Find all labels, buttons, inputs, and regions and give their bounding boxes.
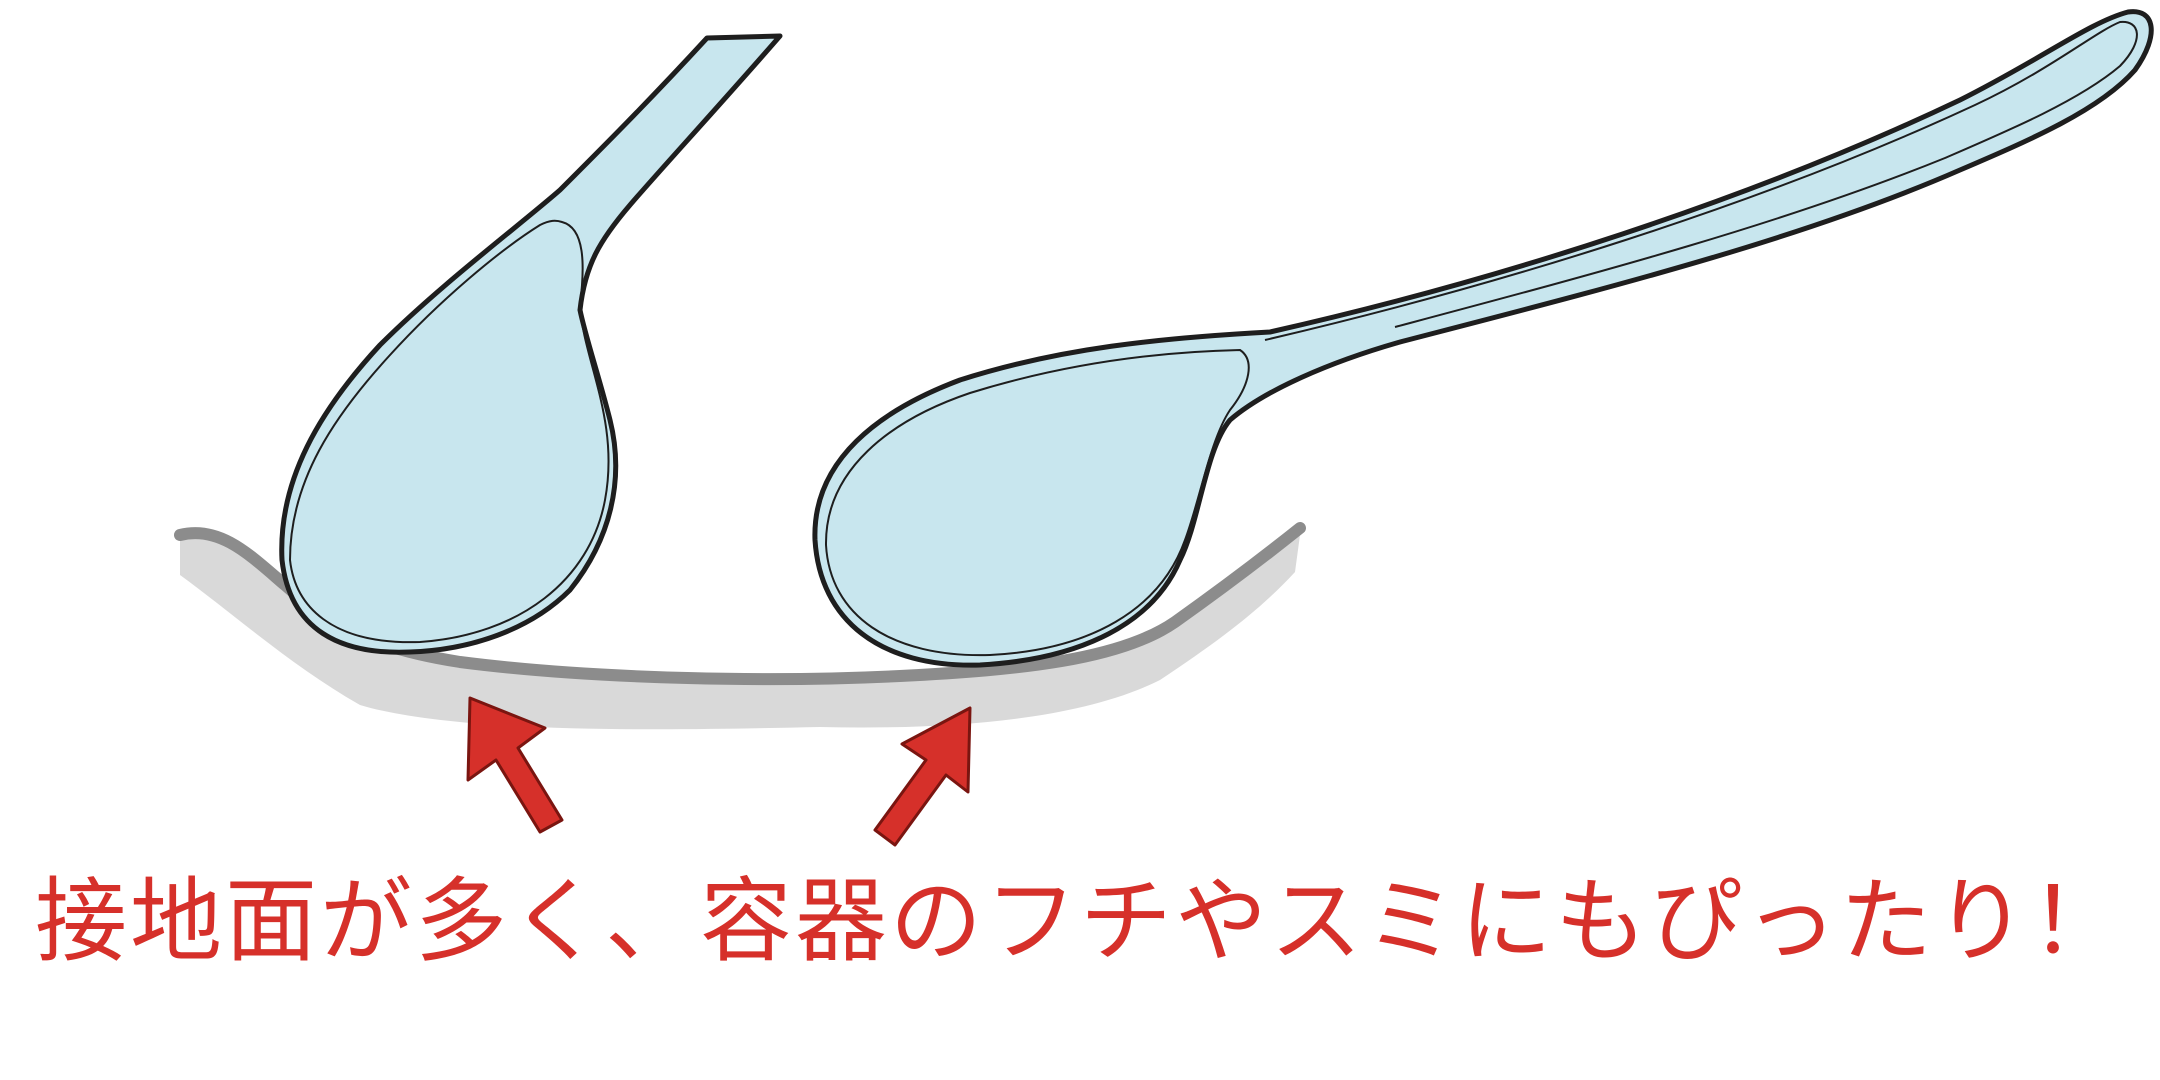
arrow-left-icon [466, 696, 564, 834]
caption: 接地面が多く、容器のフチやスミにもぴったり！ [34, 868, 2125, 975]
dish-shadow [180, 535, 1300, 730]
spoon-right-bowl-rim [824, 348, 1250, 657]
spoon-right [812, 9, 2154, 668]
arrow-right [873, 706, 972, 847]
arrow-left [466, 696, 564, 834]
spoon-left-bowl-rim [288, 219, 610, 644]
spoon-left-body [279, 33, 783, 655]
spoon-right-handle-inner [1264, 20, 2138, 341]
spoon-right-body [812, 9, 2154, 668]
arrow-right-icon [873, 706, 972, 847]
spoon-left [279, 33, 783, 655]
